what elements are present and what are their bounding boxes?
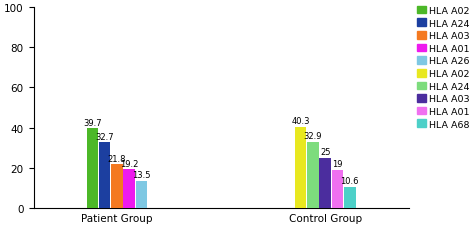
Bar <box>344 187 356 208</box>
Bar <box>332 170 343 208</box>
Bar <box>87 129 98 208</box>
Text: 13.5: 13.5 <box>132 170 151 180</box>
Text: 21.8: 21.8 <box>108 154 126 163</box>
Bar <box>319 158 331 208</box>
Bar <box>99 143 110 208</box>
Legend: HLA A02, HLA A24, HLA A03, HLA A01, HLA A26, HLA A02, HLA A24, HLA A03, HLA A01,: HLA A02, HLA A24, HLA A03, HLA A01, HLA … <box>417 7 470 129</box>
Bar <box>136 181 147 208</box>
Text: 32.9: 32.9 <box>304 132 322 141</box>
Text: 19.2: 19.2 <box>120 159 138 168</box>
Bar <box>111 165 123 208</box>
Text: 10.6: 10.6 <box>340 176 359 185</box>
Text: 40.3: 40.3 <box>292 117 310 126</box>
Text: 19: 19 <box>332 160 343 168</box>
Bar <box>295 128 306 208</box>
Bar <box>307 142 319 208</box>
Text: 39.7: 39.7 <box>83 118 101 127</box>
Bar <box>123 170 135 208</box>
Text: 25: 25 <box>320 148 330 156</box>
Text: 32.7: 32.7 <box>95 132 114 141</box>
